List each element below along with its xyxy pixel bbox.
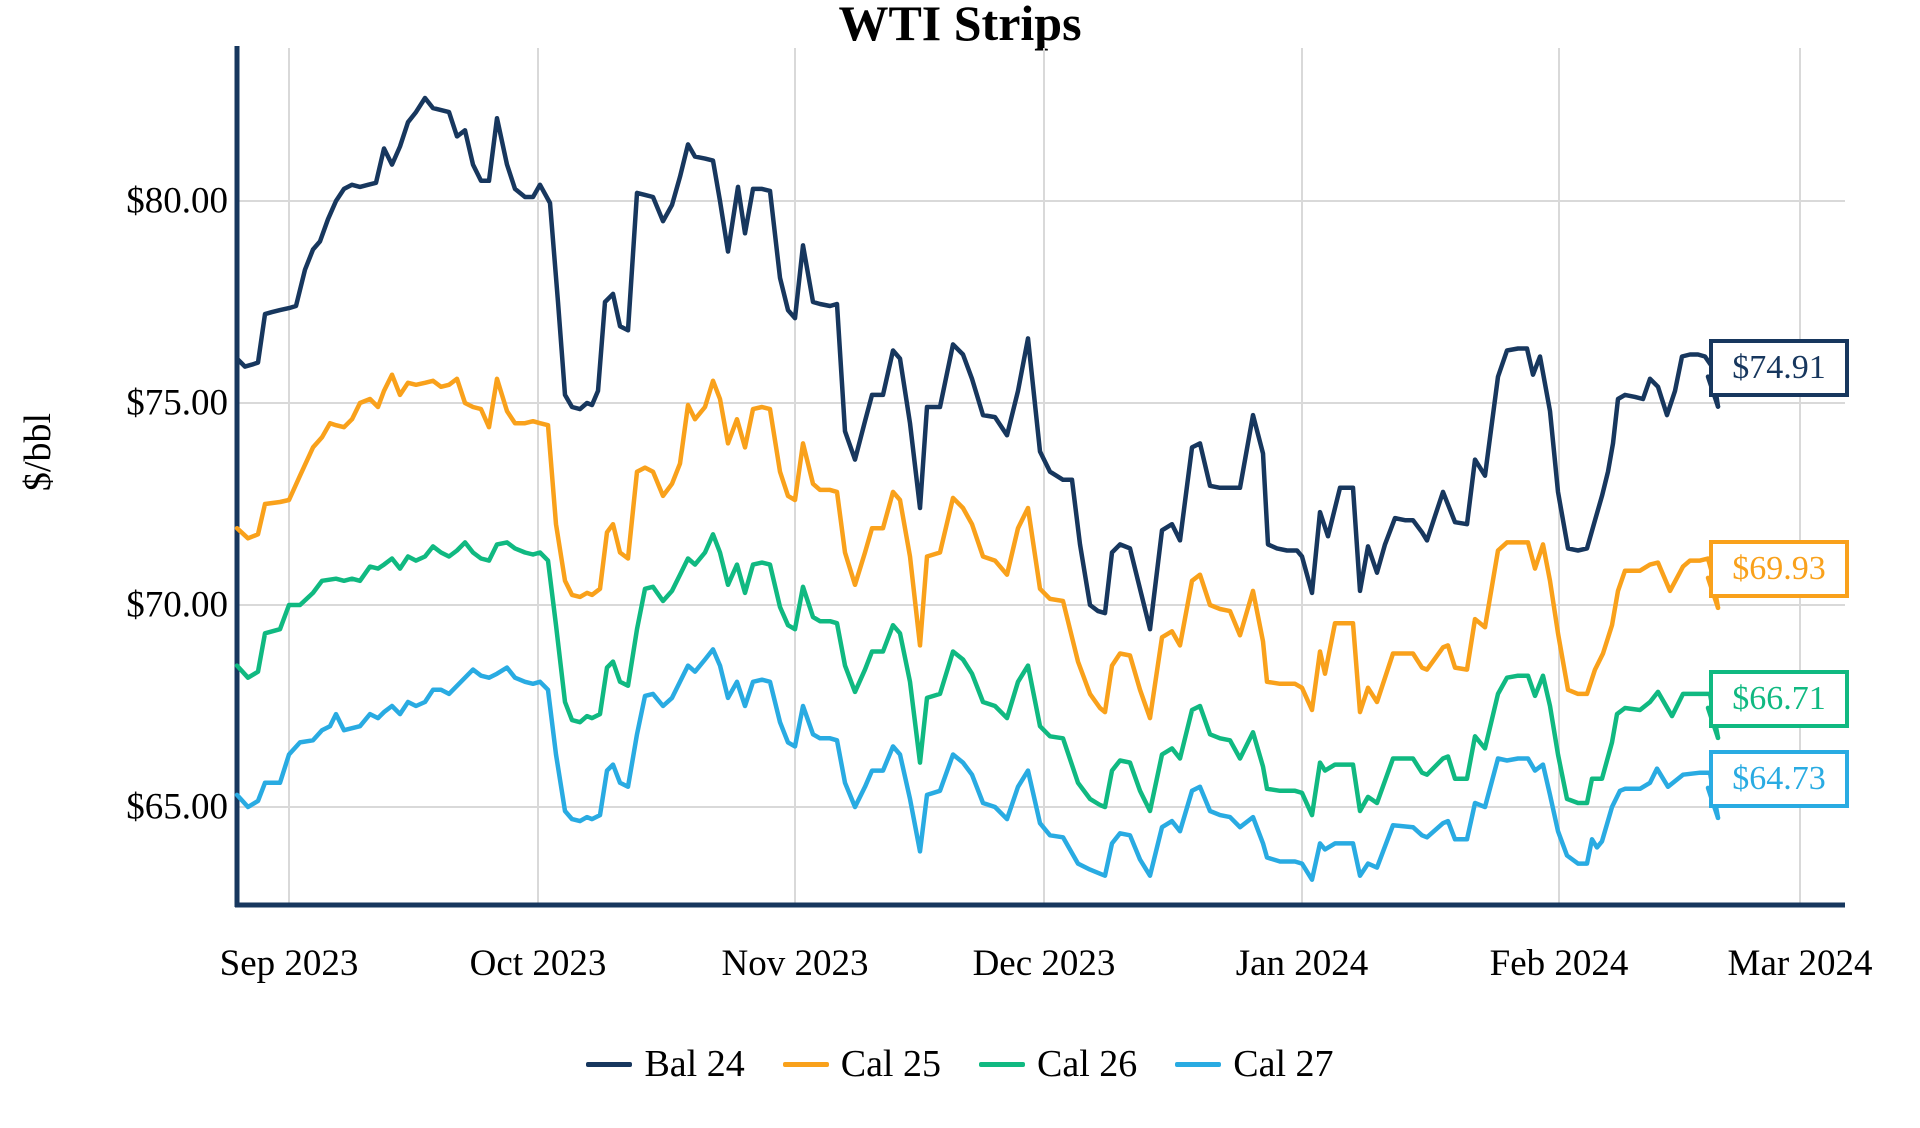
y-tick-label: $65.00 (126, 786, 228, 828)
legend-line-swatch (782, 1061, 829, 1067)
legend-item-cal-25: Cal 25 (782, 1042, 941, 1086)
x-tick-label: Mar 2024 (1727, 943, 1873, 984)
x-tick-label: Nov 2023 (721, 943, 869, 984)
legend-label: Cal 27 (1233, 1043, 1334, 1085)
legend-label: Cal 25 (840, 1043, 941, 1085)
y-tick-label: $75.00 (126, 382, 228, 424)
legend-item-cal-26: Cal 26 (979, 1042, 1137, 1086)
end-label-cal-27: $64.73 (1709, 749, 1849, 808)
legend-line-swatch (1175, 1061, 1222, 1067)
end-label-bal-24: $74.91 (1709, 338, 1849, 397)
legend-label: Bal 24 (644, 1043, 745, 1085)
series-line-cal-25 (234, 372, 1721, 721)
series-line-cal-26 (234, 532, 1721, 818)
legend-line-swatch (979, 1061, 1025, 1067)
legend-item-cal-27: Cal 27 (1175, 1042, 1334, 1086)
x-tick-label: Sep 2023 (219, 943, 359, 984)
y-tick-label: $70.00 (126, 584, 228, 626)
y-tick-label: $80.00 (126, 180, 228, 222)
chart-legend: Bal 24 Cal 25 Cal 26 Cal 27 (0, 1042, 1920, 1086)
x-tick-label: Oct 2023 (469, 943, 607, 984)
x-tick-label: Dec 2023 (972, 943, 1116, 984)
end-label-cal-26: $66.71 (1709, 669, 1849, 728)
x-tick-label: Feb 2024 (1489, 943, 1629, 984)
series-line-cal-27 (234, 647, 1721, 882)
legend-line-swatch (586, 1061, 633, 1067)
legend-label: Cal 26 (1037, 1043, 1138, 1085)
chart-title: WTI Strips (838, 0, 1082, 51)
x-tick-label: Jan 2024 (1235, 943, 1369, 984)
end-label-cal-25: $69.93 (1709, 539, 1849, 598)
series-line-bal-24 (234, 95, 1721, 632)
legend-item-bal-24: Bal 24 (586, 1042, 745, 1086)
